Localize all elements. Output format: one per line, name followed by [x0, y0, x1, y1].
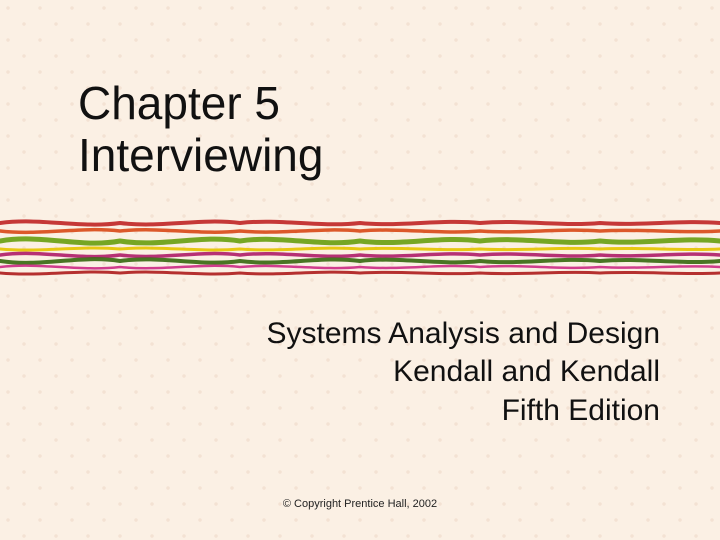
subtitle-line-1: Systems Analysis and Design: [266, 315, 660, 353]
decorative-ribbon: [0, 215, 720, 287]
subtitle-line-2: Kendall and Kendall: [266, 353, 660, 391]
title-block: Chapter 5 Interviewing: [78, 78, 323, 181]
subtitle-line-3: Fifth Edition: [266, 392, 660, 430]
subtitle-block: Systems Analysis and Design Kendall and …: [266, 315, 660, 430]
title-line-1: Chapter 5: [78, 78, 323, 130]
copyright-footer: © Copyright Prentice Hall, 2002: [0, 498, 720, 510]
title-line-2: Interviewing: [78, 130, 323, 182]
